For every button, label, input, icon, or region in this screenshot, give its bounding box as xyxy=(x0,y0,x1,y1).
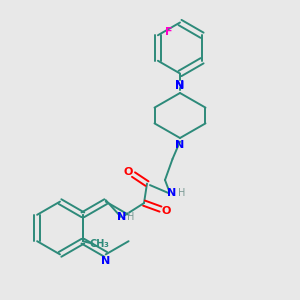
Text: F: F xyxy=(165,27,172,37)
Text: 3: 3 xyxy=(103,242,108,248)
Text: N: N xyxy=(176,80,184,90)
Text: N: N xyxy=(176,140,184,150)
Text: CH: CH xyxy=(90,238,105,249)
Text: H: H xyxy=(127,212,134,222)
Text: N: N xyxy=(101,256,110,266)
Text: O: O xyxy=(161,206,171,217)
Text: N: N xyxy=(176,81,184,92)
Text: O: O xyxy=(123,167,133,177)
Text: N: N xyxy=(118,212,127,222)
Text: H: H xyxy=(178,188,185,198)
Text: N: N xyxy=(167,188,176,198)
